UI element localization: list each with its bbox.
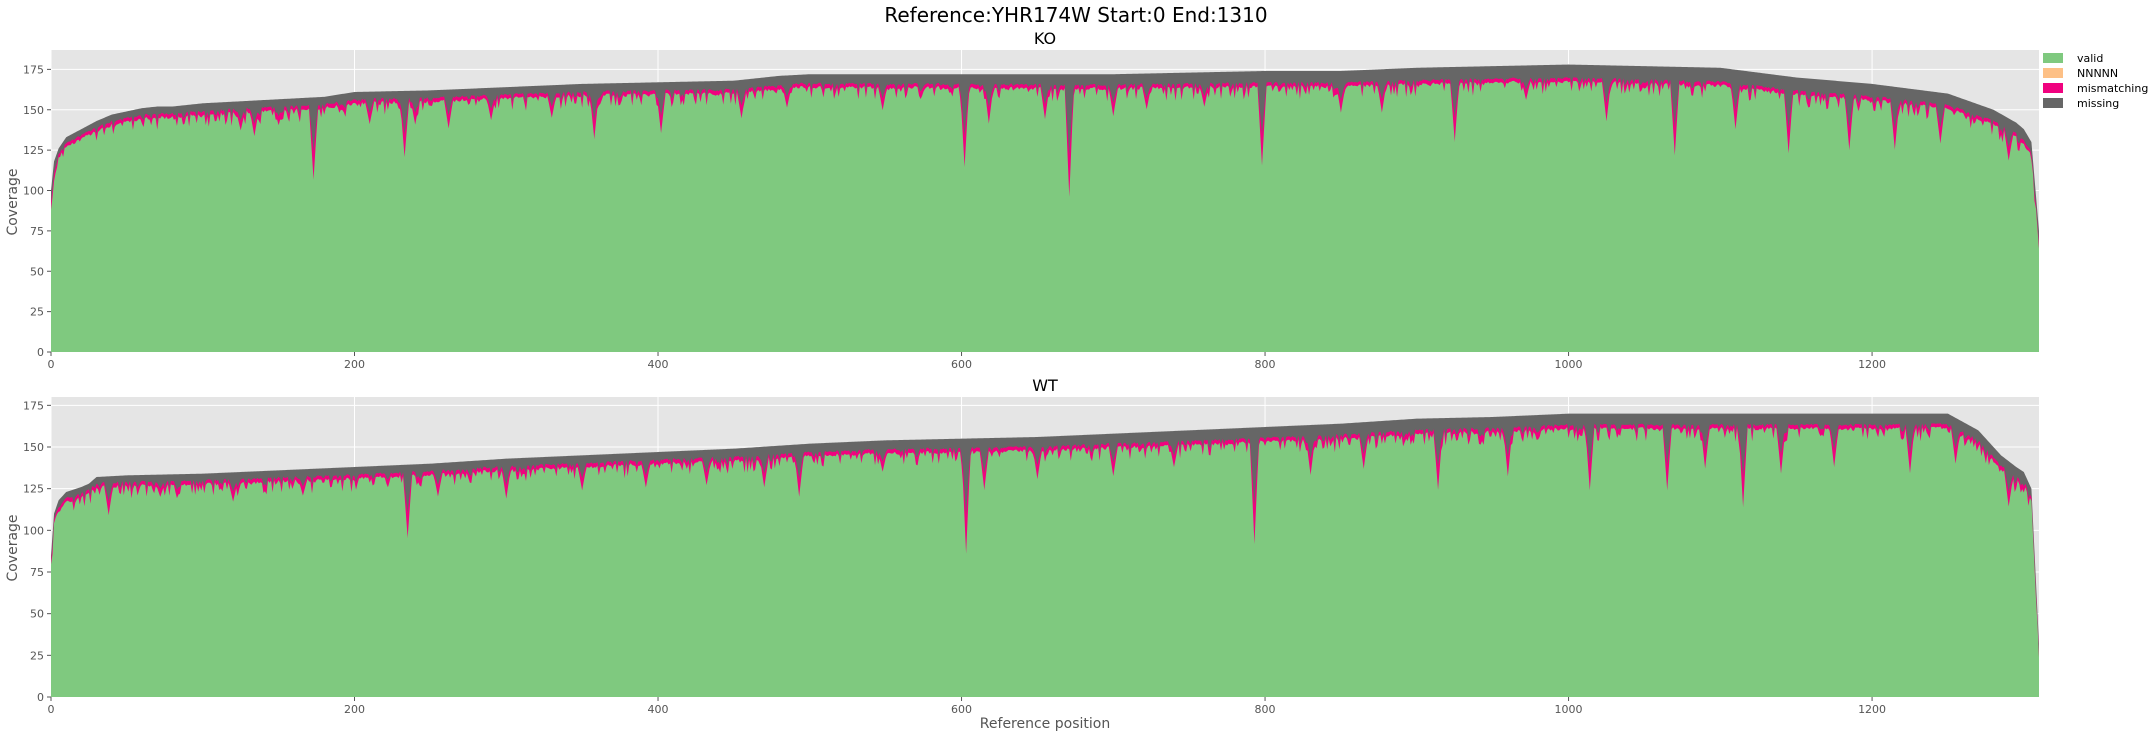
legend: valid NNNNN mismatching missing: [2043, 52, 2148, 110]
wt-ytick-label-175: 175: [23, 399, 44, 412]
legend-swatch-nnnnn: [2043, 68, 2063, 78]
ko-ytick-label-75: 75: [30, 225, 44, 238]
ko-ytick-label-125: 125: [23, 144, 44, 157]
ko-xtick-label-1200: 1200: [1858, 358, 1886, 371]
ko-ytick-label-50: 50: [30, 265, 44, 278]
wt-ytick-label-125: 125: [23, 483, 44, 496]
chart-ko: KO Coverage 0 200 400 600 800 1000 1200 0 25 50 75…: [5, 29, 2039, 371]
legend-label-missing: missing: [2077, 97, 2119, 110]
ko-ytick-label-25: 25: [30, 306, 44, 319]
wt-xtick-label-1200: 1200: [1858, 703, 1886, 716]
wt-xtick-label-400: 400: [648, 703, 669, 716]
ko-xtick-label-1000: 1000: [1555, 358, 1583, 371]
wt-xtick-label-1000: 1000: [1555, 703, 1583, 716]
ko-xtick-label-0: 0: [48, 358, 55, 371]
chart-wt: WT Coverage Reference position 0 200 400 60…: [5, 376, 2039, 732]
wt-ytick-label-150: 150: [23, 441, 44, 454]
wt-ytick-label-0: 0: [37, 691, 44, 704]
legend-swatch-valid: [2043, 53, 2063, 63]
wt-ytick-label-100: 100: [23, 524, 44, 537]
wt-ylabel: Coverage: [5, 514, 21, 581]
ko-ytick-label-175: 175: [23, 63, 44, 76]
wt-valid-area: [51, 426, 2039, 697]
ko-ytick-label-0: 0: [37, 346, 44, 359]
wt-panel-title: WT: [1032, 376, 1058, 395]
legend-swatch-mismatching: [2043, 83, 2063, 93]
wt-ytick-label-75: 75: [30, 566, 44, 579]
ko-ytick-label-100: 100: [23, 185, 44, 198]
wt-xtick-label-800: 800: [1255, 703, 1276, 716]
wt-plot-area: 0 200 400 600 800 1000 1200 0 25 50 75 100 125 150 175: [23, 397, 2039, 716]
wt-xtick-label-600: 600: [951, 703, 972, 716]
legend-label-nnnnn: NNNNN: [2077, 67, 2118, 80]
wt-ytick-label-25: 25: [30, 649, 44, 662]
wt-ytick-label-50: 50: [30, 608, 44, 621]
ko-valid-area: [51, 80, 2039, 353]
ko-xtick-label-600: 600: [951, 358, 972, 371]
wt-xtick-label-200: 200: [344, 703, 365, 716]
ko-xtick-label-200: 200: [344, 358, 365, 371]
wt-xlabel: Reference position: [980, 716, 1110, 732]
ko-xtick-label-400: 400: [648, 358, 669, 371]
ko-xtick-label-800: 800: [1255, 358, 1276, 371]
legend-label-valid: valid: [2077, 52, 2103, 65]
ko-ylabel: Coverage: [5, 168, 21, 235]
ko-plot-area: 0 200 400 600 800 1000 1200 0 25 50 75 100 125 150 175: [23, 50, 2039, 371]
legend-label-mismatching: mismatching: [2077, 82, 2148, 95]
legend-swatch-missing: [2043, 98, 2063, 108]
ko-ytick-label-150: 150: [23, 104, 44, 117]
ko-panel-title: KO: [1034, 29, 1056, 48]
wt-xtick-label-0: 0: [48, 703, 55, 716]
figure-title: Reference:YHR174W Start:0 End:1310: [884, 3, 1267, 27]
